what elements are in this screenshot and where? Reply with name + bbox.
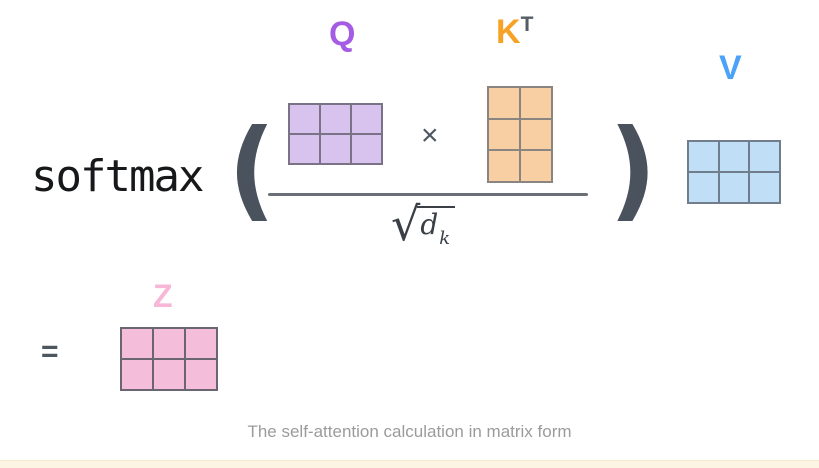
matrix-cell [321, 135, 350, 163]
matrix-cell [489, 88, 519, 118]
softmax-function-label: softmax [31, 151, 204, 202]
matrix-cell [521, 151, 551, 181]
diagram-caption: The self-attention calculation in matrix… [247, 422, 572, 441]
matrix-cell [122, 329, 152, 358]
dk-subscript: k [439, 227, 451, 249]
bottom-accent-bar [0, 460, 819, 468]
sqrt-dk-expression: √ dk [391, 197, 456, 251]
v-matrix [687, 140, 781, 204]
dk-base: d [420, 208, 439, 241]
matrix-cell [321, 105, 350, 133]
matrix-cell [719, 142, 749, 171]
fraction-bar [268, 193, 588, 196]
close-paren: ) [609, 104, 657, 234]
matrix-cell [154, 360, 184, 389]
equals-sign: = [41, 335, 59, 368]
matrix-cell [689, 142, 718, 171]
matrix-cell [750, 173, 779, 202]
q-label: Q [329, 15, 356, 53]
matrix-cell [154, 329, 184, 358]
matrix-cell [290, 105, 319, 133]
q-matrix [288, 103, 383, 165]
matrix-cell [290, 135, 319, 163]
matrix-cell [186, 360, 216, 389]
open-paren: ( [228, 104, 276, 234]
z-label: Z [153, 278, 173, 314]
matrix-cell [489, 151, 519, 181]
matrix-cell [122, 360, 152, 389]
matrix-cell [521, 88, 551, 118]
k-label: K [496, 13, 521, 51]
matrix-cell [186, 329, 216, 358]
multiply-operator: × [421, 119, 439, 152]
matrix-cell [489, 119, 519, 150]
radicand: dk [417, 206, 456, 247]
matrix-cell [750, 142, 779, 171]
matrix-cell [521, 119, 551, 150]
matrix-cell [352, 105, 381, 133]
v-label: V [719, 49, 742, 87]
transpose-superscript: T [520, 13, 534, 36]
z-matrix [120, 327, 218, 391]
matrix-cell [352, 135, 381, 163]
matrix-cell [689, 173, 718, 202]
matrix-cell [719, 173, 749, 202]
radical-sign: √ [391, 197, 421, 251]
k-transpose-label: KT [496, 14, 533, 49]
k-transpose-matrix [487, 86, 553, 183]
